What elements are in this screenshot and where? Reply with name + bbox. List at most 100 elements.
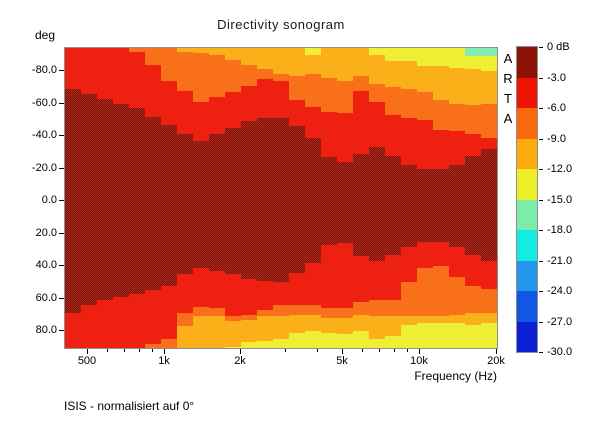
sonogram-cell — [273, 118, 289, 283]
legend-tick — [539, 47, 543, 48]
sonogram-cell — [465, 69, 481, 106]
sonogram-cell — [433, 168, 449, 242]
sonogram-cell — [433, 241, 449, 266]
sonogram-cell — [417, 66, 433, 93]
footer-note: ISIS - normalisiert auf 0° — [64, 399, 195, 413]
x-axis-title: Frequency (Hz) — [414, 369, 497, 383]
legend-color-bar — [516, 46, 538, 353]
sonogram-cell — [305, 48, 321, 55]
sonogram-cell — [433, 66, 449, 101]
sonogram-cell — [465, 155, 481, 255]
sonogram-cell — [417, 322, 433, 348]
legend-color-segment — [517, 321, 537, 352]
sonogram-cell — [385, 48, 401, 62]
legend-color-segment — [517, 77, 537, 108]
legend-label: -30.0 — [547, 346, 573, 358]
sonogram-cell — [209, 97, 225, 135]
legend-tick — [539, 352, 543, 353]
sonogram-cell — [481, 56, 497, 71]
x-axis-minor-tick — [124, 349, 125, 352]
sonogram-cell — [369, 261, 385, 301]
sonogram-cell — [289, 75, 305, 101]
sonogram-cell — [193, 267, 209, 307]
x-axis-minor-tick — [394, 349, 395, 352]
sonogram-cell — [161, 124, 177, 286]
sonogram-cell — [145, 64, 161, 117]
sonogram-cell — [225, 347, 241, 348]
y-axis-tick — [59, 330, 64, 331]
sonogram-cell — [305, 137, 321, 263]
sonogram-cell — [465, 56, 481, 70]
legend-label: -15.0 — [547, 194, 573, 206]
arta-letter: T — [504, 91, 512, 106]
sonogram-cell — [161, 285, 177, 340]
sonogram-cell — [113, 103, 129, 297]
sonogram-cell — [289, 48, 305, 76]
sonogram-cell — [353, 153, 369, 257]
sonogram-cell — [241, 64, 257, 86]
x-axis-tick-label: 10k — [410, 355, 428, 367]
sonogram-cell — [449, 48, 465, 68]
sonogram-cell — [305, 331, 321, 348]
sonogram-cell — [369, 48, 385, 55]
sonogram-cell — [65, 313, 81, 348]
sonogram-cell — [401, 61, 417, 89]
y-axis-tick-label: 0.0 — [41, 194, 57, 206]
sonogram-cell — [225, 59, 241, 93]
legend-color-segment — [517, 260, 537, 291]
sonogram-cell — [353, 48, 369, 76]
sonogram-cell — [337, 113, 353, 162]
sonogram-cell — [273, 80, 289, 119]
sonogram-cell — [353, 331, 369, 348]
legend-label: -12.0 — [547, 163, 573, 175]
sonogram-cell — [177, 134, 193, 275]
sonogram-cell — [289, 314, 305, 333]
sonogram-cell — [209, 134, 225, 271]
y-axis-tick — [59, 135, 64, 136]
legend-tick — [539, 169, 543, 170]
arta-letter: R — [503, 71, 513, 86]
sonogram-cell — [305, 262, 321, 305]
sonogram-cell — [481, 48, 497, 57]
x-axis-major-tick — [240, 349, 241, 354]
sonogram-cell — [417, 168, 433, 242]
sonogram-cell — [193, 316, 209, 348]
sonogram-cell — [257, 118, 273, 281]
sonogram-cell — [177, 326, 193, 348]
sonogram-cell — [449, 322, 465, 348]
sonogram-cell — [449, 314, 465, 323]
sonogram-cell — [369, 101, 385, 148]
sonogram-cell — [97, 300, 113, 348]
sonogram-cell — [177, 274, 193, 314]
sonogram-cell — [273, 48, 289, 75]
sonogram-cell — [177, 48, 193, 52]
legend-color-segment — [517, 47, 537, 78]
legend-label: -24.0 — [547, 285, 573, 297]
sonogram-cell — [161, 339, 177, 348]
sonogram-cell — [401, 165, 417, 247]
sonogram-cell — [257, 340, 273, 348]
sonogram-cell — [385, 87, 401, 115]
sonogram-cell — [241, 319, 257, 343]
sonogram-cell — [257, 309, 273, 317]
legend-label: -6.0 — [547, 102, 566, 114]
sonogram-cell — [225, 92, 241, 128]
sonogram-cell — [225, 48, 241, 60]
sonogram-cell — [305, 106, 321, 138]
sonogram-cell — [417, 119, 433, 169]
sonogram-cell — [481, 137, 497, 149]
sonogram-cell — [225, 321, 241, 348]
legend-tick — [539, 139, 543, 140]
sonogram-cell — [449, 67, 465, 104]
sonogram-cell — [353, 256, 369, 302]
arta-letter: A — [503, 51, 513, 66]
y-axis-tick — [59, 265, 64, 266]
y-axis-tick — [59, 103, 64, 104]
sonogram-cell — [193, 53, 209, 102]
sonogram-cell — [385, 61, 401, 88]
sonogram-cell — [369, 300, 385, 317]
sonogram-cell — [465, 48, 481, 57]
plot-area[interactable] — [64, 47, 498, 349]
sonogram-cell — [65, 48, 81, 89]
